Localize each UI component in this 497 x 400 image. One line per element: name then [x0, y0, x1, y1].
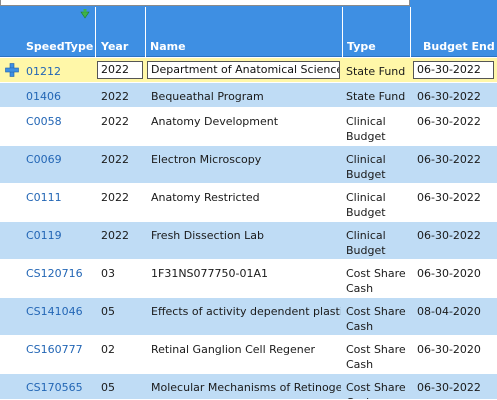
table-row[interactable]: CS170565 05 Molecular Mechanisms of Reti… — [0, 374, 497, 400]
table-row[interactable]: C0111 2022 Anatomy Restricted Clinical B… — [0, 184, 497, 222]
name-text: Effects of activity dependent plasticit — [151, 305, 341, 318]
budget-end-text: 06-30-2022 — [417, 115, 481, 128]
type-text: Clinical Budget — [346, 153, 386, 181]
year-text: 02 — [101, 343, 115, 356]
name-text: Anatomy Development — [151, 115, 279, 128]
speedtype-link[interactable]: CS170565 — [26, 381, 83, 394]
col-label-year: Year — [101, 40, 129, 53]
type-text: Cost Share Cash — [346, 305, 406, 333]
name-text: Molecular Mechanisms of Retinogeni — [151, 381, 341, 394]
name-input[interactable]: Department of Anatomical Sciences a — [147, 61, 340, 79]
type-text: Cost Share Cash — [346, 343, 406, 371]
grid-header: SpeedType Year Name Type Budget End — [0, 7, 497, 57]
name-text: Electron Microscopy — [151, 153, 262, 166]
year-text: 2022 — [101, 115, 129, 128]
year-input[interactable]: 2022 — [97, 61, 143, 79]
speedtype-link[interactable]: 01212 — [26, 65, 61, 78]
budget-end-text: 06-30-2022 — [417, 229, 481, 242]
add-plus-icon[interactable] — [5, 63, 19, 77]
table-row[interactable]: 01406 2022 Bequeathal Program State Fund… — [0, 83, 497, 108]
col-label-type: Type — [347, 40, 376, 53]
table-row[interactable]: CS141046 05 Effects of activity dependen… — [0, 298, 497, 336]
year-text: 2022 — [101, 191, 129, 204]
col-label-speedtype: SpeedType — [26, 40, 94, 53]
year-text: 05 — [101, 381, 115, 394]
name-text: Fresh Dissection Lab — [151, 229, 264, 242]
cell-speedtype[interactable]: 01212 — [26, 58, 94, 82]
table-row[interactable]: C0119 2022 Fresh Dissection Lab Clinical… — [0, 222, 497, 260]
budget-end-text: 06-30-2022 — [417, 191, 481, 204]
col-header-budget-end[interactable]: Budget End — [410, 7, 497, 57]
speedtype-link[interactable]: 01406 — [26, 90, 61, 103]
name-text: Anatomy Restricted — [151, 191, 260, 204]
type-text: Clinical Budget — [346, 115, 386, 143]
col-header-type[interactable]: Type — [342, 7, 410, 57]
speedtype-link[interactable]: C0111 — [26, 191, 62, 204]
budget-end-text: 06-30-2020 — [417, 267, 481, 280]
speedtype-link[interactable]: CS160777 — [26, 343, 83, 356]
year-text: 05 — [101, 305, 115, 318]
speedtype-link[interactable]: C0058 — [26, 115, 62, 128]
name-text: Retinal Ganglion Cell Regener — [151, 343, 316, 356]
budget-end-text: 06-30-2022 — [417, 381, 481, 394]
speedtype-link[interactable]: CS141046 — [26, 305, 83, 318]
table-row[interactable]: C0069 2022 Electron Microscopy Clinical … — [0, 146, 497, 184]
budget-end-input[interactable]: 06-30-2022 — [413, 61, 494, 79]
year-text: 2022 — [101, 153, 129, 166]
cell-type: State Fund — [346, 58, 410, 82]
speedtype-link[interactable]: CS120716 — [26, 267, 83, 280]
type-text: State Fund — [346, 90, 406, 103]
col-label-name: Name — [150, 40, 186, 53]
table-row[interactable]: CS120716 03 1F31NS077750-01A1 Cost Share… — [0, 260, 497, 298]
budget-end-text: 06-30-2020 — [417, 343, 481, 356]
table-row[interactable]: CS160777 02 Retinal Ganglion Cell Regene… — [0, 336, 497, 374]
type-text: Clinical Budget — [346, 229, 386, 257]
budget-end-text: 06-30-2022 — [417, 153, 481, 166]
type-text: Clinical Budget — [346, 191, 386, 219]
top-bar — [0, 0, 497, 7]
col-header-name[interactable]: Name — [145, 7, 342, 57]
budget-end-text: 08-04-2020 — [417, 305, 481, 318]
sort-down-arrow-icon[interactable] — [80, 9, 90, 19]
name-text: Bequeathal Program — [151, 90, 264, 103]
name-text: 1F31NS077750-01A1 — [151, 267, 269, 280]
type-text: Cost Share Cash — [346, 381, 406, 399]
col-label-budget-end: Budget End — [423, 40, 495, 53]
type-text: Cost Share Cash — [346, 267, 406, 295]
table-row-editing[interactable]: 01212 2022 Department of Anatomical Scie… — [0, 58, 497, 83]
year-text: 2022 — [101, 90, 129, 103]
budget-end-text: 06-30-2022 — [417, 90, 481, 103]
filter-input-edge[interactable] — [0, 0, 410, 6]
speedtype-link[interactable]: C0119 — [26, 229, 62, 242]
col-header-speedtype[interactable]: SpeedType — [0, 7, 95, 57]
col-header-year[interactable]: Year — [95, 7, 145, 57]
speedtype-link[interactable]: C0069 — [26, 153, 62, 166]
year-text: 03 — [101, 267, 115, 280]
table-row[interactable]: C0058 2022 Anatomy Development Clinical … — [0, 108, 497, 146]
year-text: 2022 — [101, 229, 129, 242]
type-text: State Fund — [346, 65, 406, 78]
